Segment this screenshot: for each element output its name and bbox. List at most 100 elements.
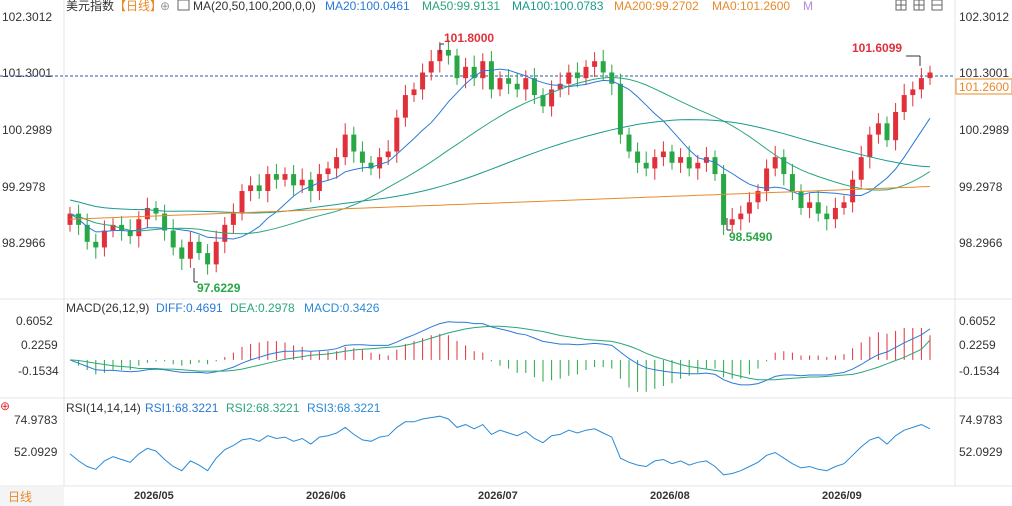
candle-body bbox=[695, 162, 701, 169]
candle-body bbox=[901, 95, 907, 113]
ma100-value: MA100:100.0783 bbox=[512, 0, 604, 13]
candle-body bbox=[781, 157, 787, 175]
candle-body bbox=[824, 213, 830, 220]
candle-body bbox=[119, 224, 125, 231]
gear-icon[interactable]: ⊕ bbox=[160, 0, 170, 13]
candle-body bbox=[660, 151, 666, 158]
price-tick-label: 102.3012 bbox=[2, 10, 52, 24]
candle-body bbox=[549, 89, 555, 107]
candle-body bbox=[239, 191, 245, 214]
candle-body bbox=[893, 112, 899, 141]
candle-body bbox=[918, 78, 924, 90]
candle-body bbox=[488, 61, 494, 90]
price-tick-label: 102.3012 bbox=[959, 10, 1009, 24]
candle-body bbox=[463, 66, 469, 79]
candle-body bbox=[282, 174, 288, 180]
ma20-line bbox=[69, 68, 931, 240]
rsi3-value: RSI3:68.3221 bbox=[307, 401, 381, 415]
macd-tick-label: 0.2259 bbox=[21, 338, 58, 352]
rsi-legend: RSI(14,14,14) RSI1:68.3221 RSI2:68.3221 … bbox=[66, 401, 381, 415]
low-marker: 97.6229 bbox=[193, 268, 241, 295]
macd-diff-value: DIFF:0.4691 bbox=[156, 301, 223, 315]
price-axis-left: 102.3012 101.3001 100.2989 99.2978 98.29… bbox=[2, 10, 52, 250]
ma50-line bbox=[69, 76, 931, 235]
macd-histogram bbox=[78, 327, 931, 392]
last-price-box bbox=[955, 78, 1012, 95]
chart-settings-icon[interactable] bbox=[177, 0, 190, 11]
rsi-line bbox=[69, 415, 931, 476]
price-tick-label: 99.2978 bbox=[2, 180, 46, 194]
candle-body bbox=[729, 219, 735, 225]
candle-body bbox=[213, 241, 219, 265]
candle-body bbox=[669, 151, 675, 163]
candle-body bbox=[144, 207, 150, 220]
ma200-line bbox=[69, 186, 931, 220]
date-axis: 2026/05 2026/06 2026/07 2026/08 2026/09 bbox=[134, 490, 862, 502]
candlestick-series bbox=[67, 39, 933, 275]
rsi-tick-label: 52.0929 bbox=[14, 445, 58, 459]
candle-body bbox=[712, 157, 718, 175]
ma50-value: MA50:99.9131 bbox=[422, 0, 500, 13]
rsi2-value: RSI2:68.3221 bbox=[226, 401, 300, 415]
price-tick-label: 99.2978 bbox=[959, 180, 1003, 194]
price-tick-label: 100.2989 bbox=[2, 123, 52, 137]
candle-body bbox=[850, 179, 856, 203]
macd-tick-label: 0.2259 bbox=[959, 338, 996, 352]
candle-body bbox=[196, 241, 202, 254]
period-tab[interactable] bbox=[0, 487, 64, 506]
candle-body bbox=[815, 202, 821, 214]
date-tick-label: 2026/05 bbox=[134, 490, 174, 502]
target-icon[interactable]: ⊕ bbox=[0, 399, 10, 413]
ma20-value: MA20:100.0461 bbox=[325, 0, 410, 13]
candle-body bbox=[428, 61, 434, 73]
candle-body bbox=[291, 174, 297, 186]
candle-body bbox=[764, 168, 770, 192]
local-high-marker: 101.6099 bbox=[852, 41, 921, 66]
rsi-tick-label: 74.9783 bbox=[14, 413, 58, 427]
candle-body bbox=[686, 157, 692, 169]
candle-body bbox=[170, 230, 176, 248]
macd-tick-label: -0.1534 bbox=[959, 364, 1000, 378]
candle-body bbox=[497, 78, 503, 90]
macd-tick-label: -0.1534 bbox=[18, 364, 59, 378]
candle-body bbox=[643, 162, 649, 169]
candle-body bbox=[583, 66, 589, 79]
candle-body bbox=[420, 72, 426, 90]
price-tick-label: 100.2989 bbox=[959, 123, 1009, 137]
candle-body bbox=[910, 89, 916, 96]
candle-body bbox=[273, 174, 279, 180]
ma100-line bbox=[69, 119, 931, 214]
candle-body bbox=[187, 241, 193, 259]
period-tab-label[interactable]: 日线 bbox=[8, 490, 32, 504]
candle-body bbox=[678, 157, 684, 163]
candle-body bbox=[789, 174, 795, 192]
candle-body bbox=[308, 179, 314, 192]
candle-body bbox=[342, 134, 348, 158]
candle-body bbox=[368, 162, 374, 169]
period-tag[interactable]: 【日线】 bbox=[114, 0, 162, 13]
price-axis-right: 102.3012 101.3001 100.2989 99.2978 98.29… bbox=[959, 10, 1009, 250]
candle-body bbox=[162, 213, 168, 231]
candle-body bbox=[867, 134, 873, 158]
candle-body bbox=[480, 61, 486, 79]
candle-body bbox=[557, 83, 563, 90]
candle-body bbox=[402, 95, 408, 118]
candle-body bbox=[635, 151, 641, 163]
candle-body bbox=[84, 224, 90, 242]
candle-body bbox=[67, 213, 73, 225]
toolbar-icons[interactable] bbox=[895, 0, 943, 11]
candle-body bbox=[626, 134, 632, 152]
price-tick-label: 101.3001 bbox=[2, 66, 52, 80]
candle-body bbox=[927, 72, 933, 79]
rsi1-value: RSI1:68.3221 bbox=[145, 401, 219, 415]
candle-body bbox=[394, 117, 400, 152]
candle-body bbox=[746, 202, 752, 214]
candle-body bbox=[127, 230, 133, 237]
macd-label: MACD(26,12,9) bbox=[66, 301, 149, 315]
candle-body bbox=[110, 224, 116, 231]
candle-body bbox=[531, 78, 537, 96]
price-tick-label: 101.3001 bbox=[959, 66, 1009, 80]
ma0-value: MA0:101.2600 bbox=[712, 0, 790, 13]
candle-body bbox=[454, 55, 460, 79]
